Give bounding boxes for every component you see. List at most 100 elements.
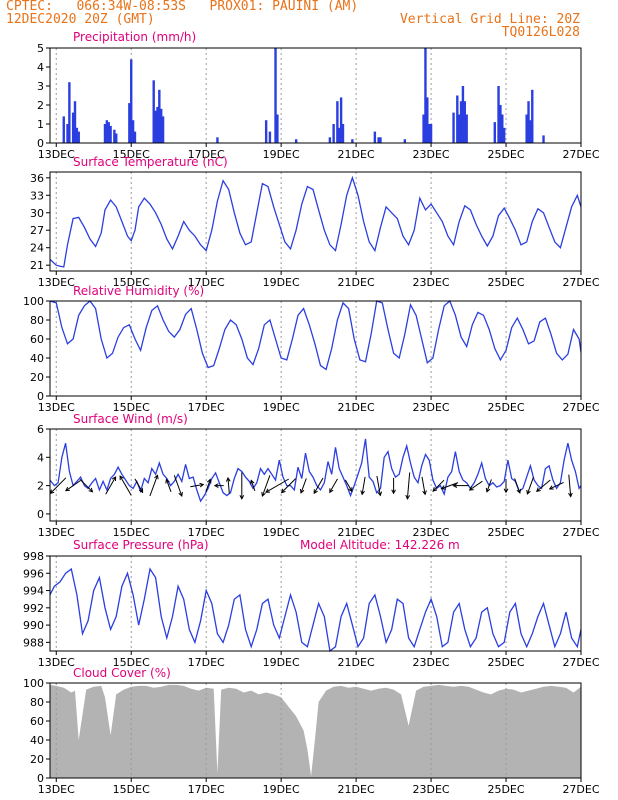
y-tick-label: 0 <box>37 390 44 403</box>
wind-arrow-head <box>485 487 491 493</box>
wind-arrow-head <box>49 489 55 495</box>
wind-arrow-shaft <box>190 484 204 488</box>
wind-arrow-shaft <box>376 475 381 496</box>
y-tick-label: 0 <box>37 508 44 521</box>
panel-3 <box>46 428 582 525</box>
wind-arrow <box>250 479 256 491</box>
precip-bar <box>276 114 279 143</box>
precip-bar <box>527 101 530 143</box>
x-tick-label: 17DEC <box>188 401 225 414</box>
y-tick-label: 6 <box>37 423 44 436</box>
panel-frame <box>49 300 582 397</box>
precip-bar <box>499 105 502 143</box>
y-tick-label: 100 <box>23 295 44 308</box>
wind-arrow <box>568 474 573 498</box>
precip-bar <box>493 122 496 143</box>
wind-arrow-shaft <box>486 479 492 492</box>
wind-arrow-head <box>452 483 458 488</box>
wind-arrow <box>173 475 183 497</box>
wind-arrow-head <box>503 488 509 494</box>
wind-arrow <box>313 477 324 495</box>
model-altitude-label: Model Altitude: 142.226 m <box>300 538 460 552</box>
wind-arrow-head <box>206 478 212 484</box>
wind-arrow-shaft <box>134 478 144 493</box>
x-tick-label: 17DEC <box>188 526 225 539</box>
precip-bar <box>107 122 110 143</box>
wind-arrow-head <box>313 489 318 495</box>
wind-arrow-shaft <box>281 478 296 493</box>
wind-arrow-head <box>360 490 365 496</box>
wind-arrow-head <box>250 479 255 485</box>
wind-arrow-shaft <box>329 478 338 493</box>
wind-arrow-head <box>348 487 353 493</box>
x-tick-label: 15DEC <box>113 656 150 669</box>
y-tick-label: 30 <box>30 207 44 220</box>
wind-arrow-head <box>88 487 94 493</box>
y-tick-label: 1 <box>37 118 44 131</box>
x-tick-label: 13DEC <box>38 526 75 539</box>
x-tick-label: 19DEC <box>263 401 300 414</box>
x-tick-label: 13DEC <box>38 401 75 414</box>
precip-bar <box>161 116 165 143</box>
x-tick-label: 27DEC <box>562 401 599 414</box>
x-tick-label: 21DEC <box>338 401 375 414</box>
wind-arrow-shaft <box>165 479 172 492</box>
x-tick-label: 23DEC <box>413 401 450 414</box>
wind-arrow-shaft <box>261 475 271 497</box>
wind-arrow-shaft <box>119 475 132 496</box>
x-tick-label: 13DEC <box>38 783 75 796</box>
x-tick-label: 17DEC <box>188 783 225 796</box>
wind-arrow-head <box>154 474 159 480</box>
x-tick-label: 17DEC <box>188 656 225 669</box>
wind-arrow <box>503 479 509 494</box>
panel-5 <box>46 682 582 782</box>
x-tick-label: 27DEC <box>562 783 599 796</box>
panel-title: Precipitation (mm/h) <box>73 30 196 44</box>
wind-arrow-shaft <box>441 482 459 490</box>
y-tick-label: 4 <box>37 61 44 74</box>
x-tick-label: 15DEC <box>113 148 150 161</box>
x-tick-label: 25DEC <box>487 401 524 414</box>
wind-arrow <box>280 478 296 494</box>
wind-arrow <box>190 482 205 488</box>
wind-arrow <box>548 481 564 490</box>
wind-arrow-head <box>568 492 573 498</box>
y-tick-label: 20 <box>30 371 44 384</box>
wind-arrow-shaft <box>421 476 426 495</box>
wind-arrow <box>329 478 338 494</box>
wind-arrow-shaft <box>406 472 411 499</box>
wind-arrow <box>485 479 492 493</box>
y-tick-label: 20 <box>30 753 44 766</box>
y-tick-label: 33 <box>30 189 44 202</box>
y-tick-label: 2 <box>37 99 44 112</box>
precip-bar <box>66 124 69 143</box>
wind-arrow <box>239 472 245 500</box>
wind-arrow <box>526 477 534 495</box>
wind-arrow-shaft <box>105 476 117 495</box>
x-tick-label: 21DEC <box>338 276 375 289</box>
wind-arrow-head <box>548 485 554 490</box>
panel-2 <box>46 299 582 400</box>
precip-bar <box>456 95 459 143</box>
wind-arrow-head <box>213 483 219 488</box>
y-tick-label: 60 <box>30 715 44 728</box>
precip-bar <box>428 124 431 143</box>
wind-arrow <box>119 475 132 496</box>
precip-bar <box>424 48 427 143</box>
precip-bar <box>130 59 133 143</box>
y-tick-label: 24 <box>30 242 44 255</box>
x-tick-label: 21DEC <box>338 783 375 796</box>
wind-arrow <box>376 475 383 497</box>
wind-arrow-head <box>329 488 334 494</box>
wind-arrow <box>165 478 172 492</box>
wind-arrow-head <box>178 491 183 497</box>
precip-bar <box>109 125 112 143</box>
x-tick-label: 21DEC <box>338 656 375 669</box>
x-tick-label: 19DEC <box>263 783 300 796</box>
x-tick-label: 15DEC <box>113 526 150 539</box>
wind-arrow <box>536 479 551 492</box>
precip-bar <box>422 114 425 143</box>
precip-bar <box>216 137 219 143</box>
precip-bar <box>339 97 343 143</box>
